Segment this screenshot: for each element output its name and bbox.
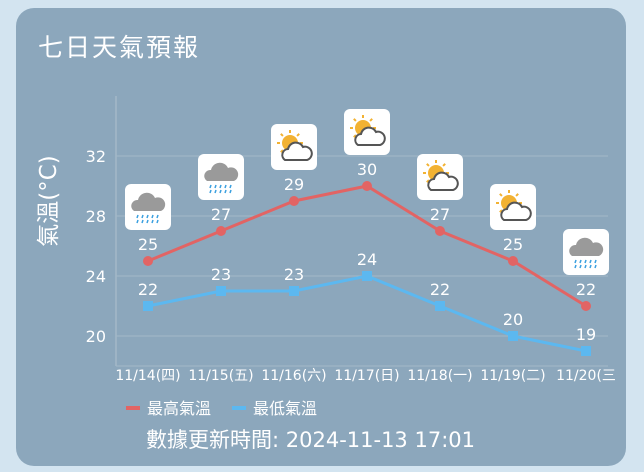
- low-temp-label: 19: [576, 325, 596, 344]
- update-time: 數據更新時間: 2024-11-13 17:01: [146, 424, 475, 454]
- y-tick-label: 28: [86, 207, 106, 226]
- x-tick-label: 11/16(六): [261, 368, 326, 384]
- y-axis-label: 氣溫(°C): [36, 155, 62, 247]
- x-tick-label: 11/19(二): [480, 368, 545, 384]
- x-tick-label: 11/20(三: [556, 368, 616, 384]
- x-tick-label: 11/18(一): [407, 368, 472, 384]
- high-temp-label: 27: [211, 205, 231, 224]
- y-tick-label: 24: [86, 267, 106, 286]
- temperature-chart: 20 24 28 32 氣溫(°C) 11/14(四) 11/15(五) 11/16(六) 11…: [36, 96, 616, 418]
- cloud-rain-icon: [563, 229, 609, 275]
- partly-cloudy-icon: [271, 124, 317, 170]
- high-temp-label: 30: [357, 160, 377, 179]
- partly-cloudy-icon: [417, 154, 463, 200]
- low-temp-label: 22: [138, 280, 158, 299]
- high-temp-point: [435, 226, 445, 236]
- low-temp-point: [581, 346, 591, 356]
- low-temp-label: 23: [211, 265, 231, 284]
- x-tick-label: 11/17(日): [334, 368, 399, 384]
- low-temp-label: 24: [357, 250, 377, 269]
- high-temp-point: [143, 256, 153, 266]
- update-time-label: 數據更新時間:: [146, 428, 286, 452]
- low-temp-point: [362, 271, 372, 281]
- widget-title: 七日天氣預報: [38, 33, 201, 62]
- y-tick-label: 20: [86, 327, 106, 346]
- cloud-rain-icon: [198, 154, 244, 200]
- x-tick-label: 11/14(四): [115, 368, 180, 384]
- high-temp-point: [508, 256, 518, 266]
- low-temp-point: [508, 331, 518, 341]
- low-temp-label: 23: [284, 265, 304, 284]
- high-temp-point: [216, 226, 226, 236]
- legend-high-label: 最高氣溫: [147, 399, 211, 418]
- high-temp-point: [581, 301, 591, 311]
- high-temp-point: [362, 181, 372, 191]
- y-tick-label: 32: [86, 147, 106, 166]
- high-temp-label: 29: [284, 175, 304, 194]
- high-temp-label: 22: [576, 280, 596, 299]
- update-time-value: 2024-11-13 17:01: [285, 428, 475, 452]
- low-temp-point: [143, 301, 153, 311]
- low-temp-label: 22: [430, 280, 450, 299]
- cloud-rain-icon: [125, 184, 171, 230]
- high-temp-label: 27: [430, 205, 450, 224]
- high-temp-label: 25: [138, 235, 158, 254]
- partly-cloudy-icon: [344, 109, 390, 155]
- low-temp-point: [289, 286, 299, 296]
- high-temp-label: 25: [503, 235, 523, 254]
- forecast-card: 七日天氣預報 20 24 28 32 氣溫(°C) 11/14(四) 11/15(五) 11/…: [16, 8, 626, 466]
- low-temp-point: [216, 286, 226, 296]
- legend-low-label: 最低氣溫: [253, 399, 317, 418]
- x-tick-label: 11/15(五): [188, 368, 253, 384]
- high-temp-point: [289, 196, 299, 206]
- low-temp-point: [435, 301, 445, 311]
- low-temp-label: 20: [503, 310, 523, 329]
- partly-cloudy-icon: [490, 184, 536, 230]
